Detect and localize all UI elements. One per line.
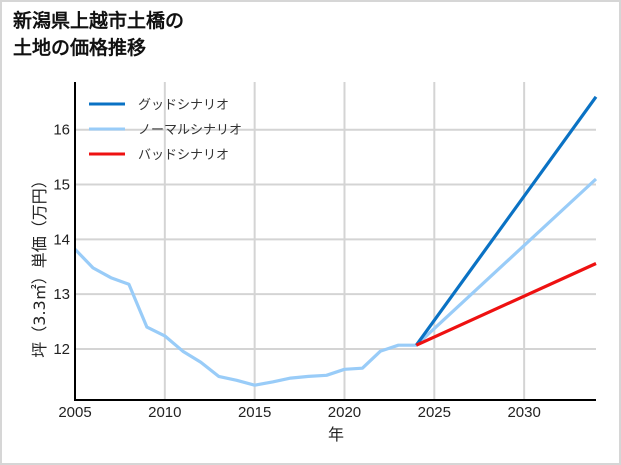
legend-label: バッドシナリオ: [138, 148, 229, 163]
series-line-1: [73, 177, 598, 387]
x-tick-label: 2020: [328, 404, 361, 421]
chart-title: 新潟県上越市土橋の 土地の価格推移: [13, 8, 184, 62]
chart-title-line-2: 土地の価格推移: [13, 37, 147, 59]
y-tick-label: 15: [53, 177, 70, 194]
tick-labels: 2005 2010 2015 2020 2025 2030 12 13 14 15 16: [53, 122, 541, 421]
axes: [74, 82, 596, 401]
x-tick-label: 2030: [507, 404, 540, 421]
y-tick-label: 14: [53, 231, 70, 248]
x-tick-label: 2005: [58, 404, 91, 421]
x-tick-label: 2010: [148, 404, 181, 421]
y-tick-label: 16: [53, 122, 70, 139]
grid-lines: [75, 82, 596, 400]
y-tick-label: 12: [53, 341, 70, 358]
y-axis-label: 坪（3.3㎡）単価（万円）: [30, 172, 49, 357]
x-tick-label: 2015: [238, 404, 271, 421]
x-axis-label: 年: [328, 425, 344, 444]
legend-label: グッドシナリオ: [138, 98, 229, 113]
x-tick-label: 2025: [418, 404, 451, 421]
y-tick-label: 13: [53, 286, 70, 303]
data-lines: [73, 95, 598, 387]
series-line-2: [415, 262, 597, 347]
series-line-0: [415, 95, 598, 347]
legend-label: ノーマルシナリオ: [138, 123, 242, 138]
chart-title-line-1: 新潟県上越市土橋の: [13, 10, 185, 32]
